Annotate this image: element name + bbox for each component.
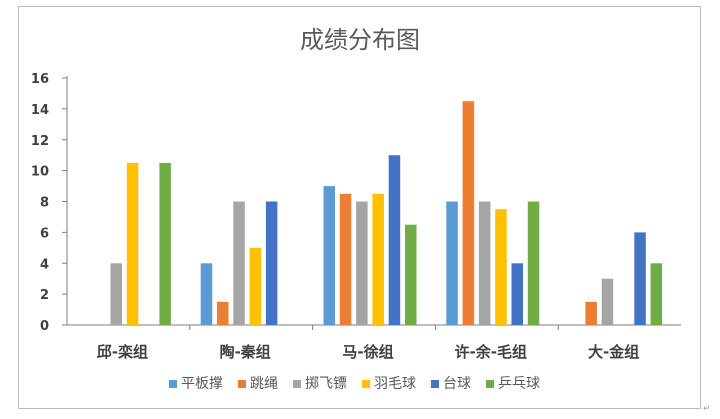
- bar-1-4: [265, 201, 278, 325]
- legend-swatch-3: [362, 380, 370, 388]
- category-label-2: 马-徐组: [342, 343, 393, 361]
- bar-1-2: [233, 201, 245, 325]
- legend-swatch-0: [169, 380, 177, 388]
- y-tick-label-2: 2: [40, 288, 49, 303]
- chart-title: 成绩分布图: [300, 26, 420, 54]
- bar-2-1: [339, 193, 352, 325]
- bar-1-3: [249, 247, 262, 325]
- y-tick-label-4: 4: [40, 257, 49, 272]
- y-tick-label-10: 10: [31, 165, 49, 180]
- y-tick-label-12: 12: [31, 134, 49, 149]
- bar-3-2: [478, 201, 491, 325]
- chart-frame: 成绩分布图 0 2 4 6 8 10 12 14 16 邱-栾组 陶-秦组 马-徐组 许-余-毛组 大-金组…: [18, 6, 701, 409]
- legend-label-0: 平板撑: [181, 376, 223, 392]
- bar-4-4: [634, 232, 646, 325]
- y-tick-label-8: 8: [40, 196, 49, 211]
- category-label-0: 邱-栾组: [97, 343, 148, 361]
- bar-3-4: [511, 263, 523, 326]
- bar-2-4: [388, 155, 401, 325]
- bar-2-5: [405, 224, 417, 325]
- bar-3-3: [495, 209, 507, 325]
- paragraph-mark: ↵: [703, 404, 711, 414]
- category-label-3: 许-余-毛组: [455, 343, 527, 361]
- bar-3-5: [527, 201, 540, 325]
- bar-1-1: [217, 301, 229, 325]
- legend-label-1: 跳绳: [250, 376, 278, 392]
- bar-0-5: [159, 162, 171, 325]
- legend-swatch-4: [431, 380, 439, 388]
- legend-swatch-2: [293, 380, 301, 388]
- category-label-1: 陶-秦组: [220, 343, 271, 361]
- bar-3-0: [446, 201, 458, 325]
- legend-label-5: 乒乓球: [498, 376, 540, 392]
- bar-4-2: [601, 278, 614, 325]
- bar-2-3: [372, 193, 384, 325]
- category-label-4: 大-金组: [588, 343, 639, 361]
- y-tick-label-14: 14: [31, 103, 49, 118]
- bar-2-0: [323, 186, 335, 325]
- legend-label-4: 台球: [443, 376, 471, 392]
- bar-3-1: [462, 101, 475, 325]
- y-tick-label-16: 16: [31, 72, 49, 87]
- y-tick-label-0: 0: [40, 319, 49, 334]
- bar-4-1: [585, 301, 597, 325]
- bar-2-2: [356, 201, 368, 325]
- bar-1-0: [200, 263, 213, 326]
- bar-4-5: [650, 263, 663, 326]
- legend-swatch-1: [238, 380, 246, 388]
- legend-swatch-5: [486, 380, 494, 388]
- bar-0-3: [126, 162, 139, 325]
- bar-chart: 成绩分布图 0 2 4 6 8 10 12 14 16 邱-栾组 陶-秦组 马-徐组 许-余-毛组 大-金组…: [31, 26, 681, 392]
- legend-label-2: 掷飞镖: [305, 376, 347, 392]
- y-tick-label-6: 6: [40, 226, 49, 241]
- legend-label-3: 羽毛球: [374, 376, 416, 392]
- bar-0-2: [110, 263, 122, 326]
